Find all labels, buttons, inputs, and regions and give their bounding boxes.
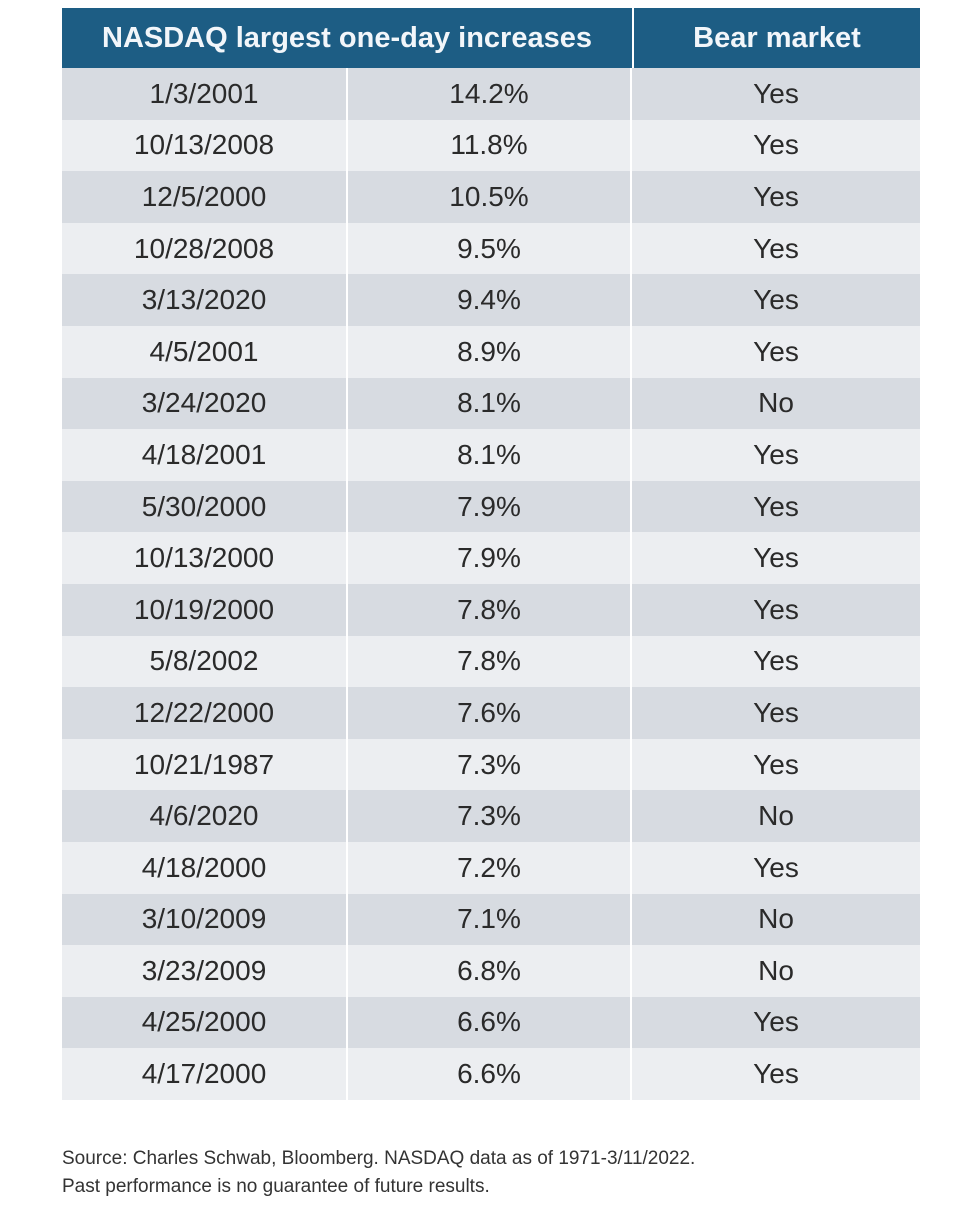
bear-market-cell: Yes	[753, 1058, 799, 1090]
bear-market-cell: No	[758, 800, 794, 832]
increase-cell: 6.6%	[348, 1048, 632, 1100]
increase-cell: 7.8%	[348, 583, 632, 636]
increase-cell: 8.9%	[348, 325, 632, 378]
table-row: 10/13/2000 7.9% Yes	[62, 532, 920, 584]
date-cell: 4/25/2000	[62, 996, 348, 1049]
bear-market-cell: No	[758, 954, 794, 986]
date-cell: 4/18/2000	[62, 841, 348, 894]
increase-cell: 8.1%	[348, 377, 632, 430]
bear-market-cell: Yes	[753, 593, 799, 625]
bear-market-cell: Yes	[753, 542, 799, 574]
bear-market-cell: Yes	[753, 645, 799, 677]
date-cell: 10/28/2008	[62, 222, 348, 275]
increase-cell: 9.4%	[348, 274, 632, 326]
table-row: 3/23/2009 6.8% No	[62, 945, 920, 997]
increase-cell: 7.1%	[348, 893, 632, 946]
increase-cell: 7.9%	[348, 532, 632, 584]
increase-cell: 7.6%	[348, 687, 632, 739]
date-cell: 10/13/2000	[62, 532, 348, 584]
table-row: 4/6/2020 7.3% No	[62, 790, 920, 842]
bear-market-cell: Yes	[753, 748, 799, 780]
date-cell: 3/13/2020	[62, 274, 348, 326]
table-row: 4/25/2000 6.6% Yes	[62, 996, 920, 1049]
date-cell: 4/5/2001	[62, 325, 348, 378]
increase-cell: 7.2%	[348, 841, 632, 894]
increase-cell: 9.5%	[348, 222, 632, 275]
date-cell: 4/17/2000	[62, 1048, 348, 1100]
increase-cell: 10.5%	[348, 171, 632, 223]
source-note: Source: Charles Schwab, Bloomberg. NASDA…	[62, 1148, 696, 1169]
table-row: 1/3/2001 14.2% Yes	[62, 68, 920, 120]
date-cell: 3/24/2020	[62, 377, 348, 430]
data-table: NASDAQ largest one-day increases Bear ma…	[62, 8, 920, 1100]
table-row: 10/21/1987 7.3% Yes	[62, 738, 920, 791]
bear-market-cell: No	[758, 903, 794, 935]
bear-market-cell: Yes	[753, 335, 799, 367]
date-cell: 5/8/2002	[62, 635, 348, 688]
date-cell: 4/18/2001	[62, 429, 348, 481]
date-cell: 3/10/2009	[62, 893, 348, 946]
table-body: 1/3/2001 14.2% Yes 10/13/2008 11.8% Yes 12/5/2…	[62, 68, 920, 1100]
bear-market-cell: Yes	[753, 77, 799, 109]
table-row: 5/8/2002 7.8% Yes	[62, 635, 920, 688]
date-cell: 5/30/2000	[62, 480, 348, 533]
table-row: 4/18/2000 7.2% Yes	[62, 841, 920, 894]
date-cell: 3/23/2009	[62, 945, 348, 997]
increase-cell: 7.3%	[348, 738, 632, 791]
table-row: 5/30/2000 7.9% Yes	[62, 480, 920, 533]
table-row: 4/17/2000 6.6% Yes	[62, 1048, 920, 1100]
table-row: 10/28/2008 9.5% Yes	[62, 222, 920, 275]
table-header: NASDAQ largest one-day increases Bear ma…	[62, 8, 920, 68]
increase-cell: 7.8%	[348, 635, 632, 688]
date-cell: 10/21/1987	[62, 738, 348, 791]
table-row: 3/24/2020 8.1% No	[62, 377, 920, 430]
bear-market-cell: Yes	[753, 696, 799, 728]
bear-market-cell: Yes	[753, 129, 799, 161]
header-bear-market: Bear market	[693, 21, 861, 54]
increase-cell: 7.9%	[348, 480, 632, 533]
bear-market-cell: Yes	[753, 490, 799, 522]
increase-cell: 6.6%	[348, 996, 632, 1049]
date-cell: 12/22/2000	[62, 687, 348, 739]
bear-market-cell: No	[758, 387, 794, 419]
table-row: 12/22/2000 7.6% Yes	[62, 687, 920, 739]
table-row: 10/19/2000 7.8% Yes	[62, 583, 920, 636]
date-cell: 10/13/2008	[62, 119, 348, 172]
increase-cell: 6.8%	[348, 945, 632, 997]
footnote: Source: Charles Schwab, Bloomberg. NASDA…	[62, 1145, 695, 1201]
bear-market-cell: Yes	[753, 232, 799, 264]
increase-cell: 14.2%	[348, 68, 632, 120]
date-cell: 10/19/2000	[62, 583, 348, 636]
date-cell: 12/5/2000	[62, 171, 348, 223]
table-row: 3/10/2009 7.1% No	[62, 893, 920, 946]
increase-cell: 7.3%	[348, 790, 632, 842]
bear-market-cell: Yes	[753, 438, 799, 470]
bear-market-cell: Yes	[753, 284, 799, 316]
date-cell: 1/3/2001	[62, 68, 348, 120]
bear-market-cell: Yes	[753, 180, 799, 212]
table-row: 4/5/2001 8.9% Yes	[62, 325, 920, 378]
bear-market-cell: Yes	[753, 851, 799, 883]
date-cell: 4/6/2020	[62, 790, 348, 842]
bear-market-cell: Yes	[753, 1006, 799, 1038]
increase-cell: 11.8%	[348, 119, 632, 172]
increase-cell: 8.1%	[348, 429, 632, 481]
table-row: 10/13/2008 11.8% Yes	[62, 119, 920, 172]
table-row: 12/5/2000 10.5% Yes	[62, 171, 920, 223]
header-increases: NASDAQ largest one-day increases	[62, 8, 634, 68]
table-row: 3/13/2020 9.4% Yes	[62, 274, 920, 326]
disclaimer: Past performance is no guarantee of futu…	[62, 1176, 490, 1197]
table-row: 4/18/2001 8.1% Yes	[62, 429, 920, 481]
